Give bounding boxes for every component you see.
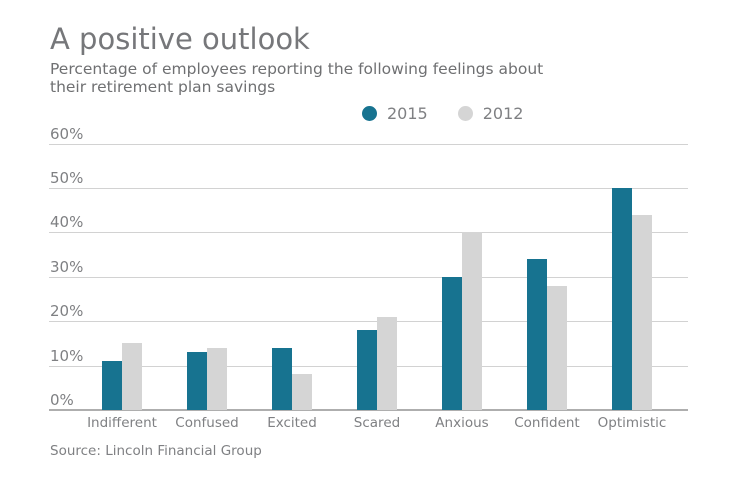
bar-2015-anxious <box>442 276 462 410</box>
legend-label-2012: 2012 <box>482 104 524 123</box>
x-axis-line <box>49 409 688 411</box>
bar-2015-indifferent <box>102 361 122 410</box>
bar-2012-scared <box>377 316 397 410</box>
chart-subtitle-line1: Percentage of employees reporting the fo… <box>50 60 544 78</box>
chart-legend: 2015 2012 <box>362 104 523 123</box>
legend-item-2012: 2012 <box>457 104 524 123</box>
bar-2012-optimistic <box>632 214 652 410</box>
x-category-label-anxious: Anxious <box>435 415 489 431</box>
y-tick-40: 40% <box>50 213 84 232</box>
bar-2015-confused <box>187 352 207 410</box>
gridline-40 <box>49 232 688 234</box>
x-category-label-scared: Scared <box>353 415 401 431</box>
x-category-label-optimistic: Optimistic <box>597 415 667 431</box>
bar-2012-confident <box>547 285 567 410</box>
source-note: Source: Lincoln Financial Group <box>50 443 262 459</box>
bar-2012-indifferent <box>122 343 142 410</box>
y-tick-20: 20% <box>50 302 84 321</box>
legend-item-2015: 2015 <box>362 104 428 123</box>
bar-2012-confused <box>207 347 227 410</box>
chart-subtitle: Percentage of employees reporting the fo… <box>50 60 543 96</box>
gridline-60 <box>49 143 688 145</box>
x-category-label-confident: Confident <box>514 415 580 431</box>
legend-label-2015: 2015 <box>387 104 428 123</box>
y-tick-30: 30% <box>50 257 84 276</box>
bar-2015-confident <box>527 259 547 410</box>
bar-2015-optimistic <box>612 188 632 410</box>
gridline-30 <box>49 276 688 278</box>
x-category-label-excited: Excited <box>267 415 317 431</box>
bar-2012-excited <box>292 374 312 410</box>
chart-subtitle-line2: their retirement plan savings <box>50 78 276 96</box>
bar-2015-excited <box>272 347 292 410</box>
y-tick-50: 50% <box>50 169 84 187</box>
y-tick-60: 60% <box>50 124 84 143</box>
chart-title: A positive outlook <box>50 22 310 56</box>
gridline-20 <box>49 321 688 323</box>
legend-dot-2012-icon <box>457 106 473 121</box>
y-tick-0: 0% <box>50 391 74 409</box>
x-category-label-confused: Confused <box>175 415 239 431</box>
bar-2012-anxious <box>462 232 482 410</box>
gridline-50 <box>49 188 688 189</box>
x-category-label-indifferent: Indifferent <box>87 415 157 431</box>
y-tick-10: 10% <box>50 346 84 365</box>
bar-2015-scared <box>357 330 377 410</box>
legend-dot-2015-icon <box>362 106 377 121</box>
